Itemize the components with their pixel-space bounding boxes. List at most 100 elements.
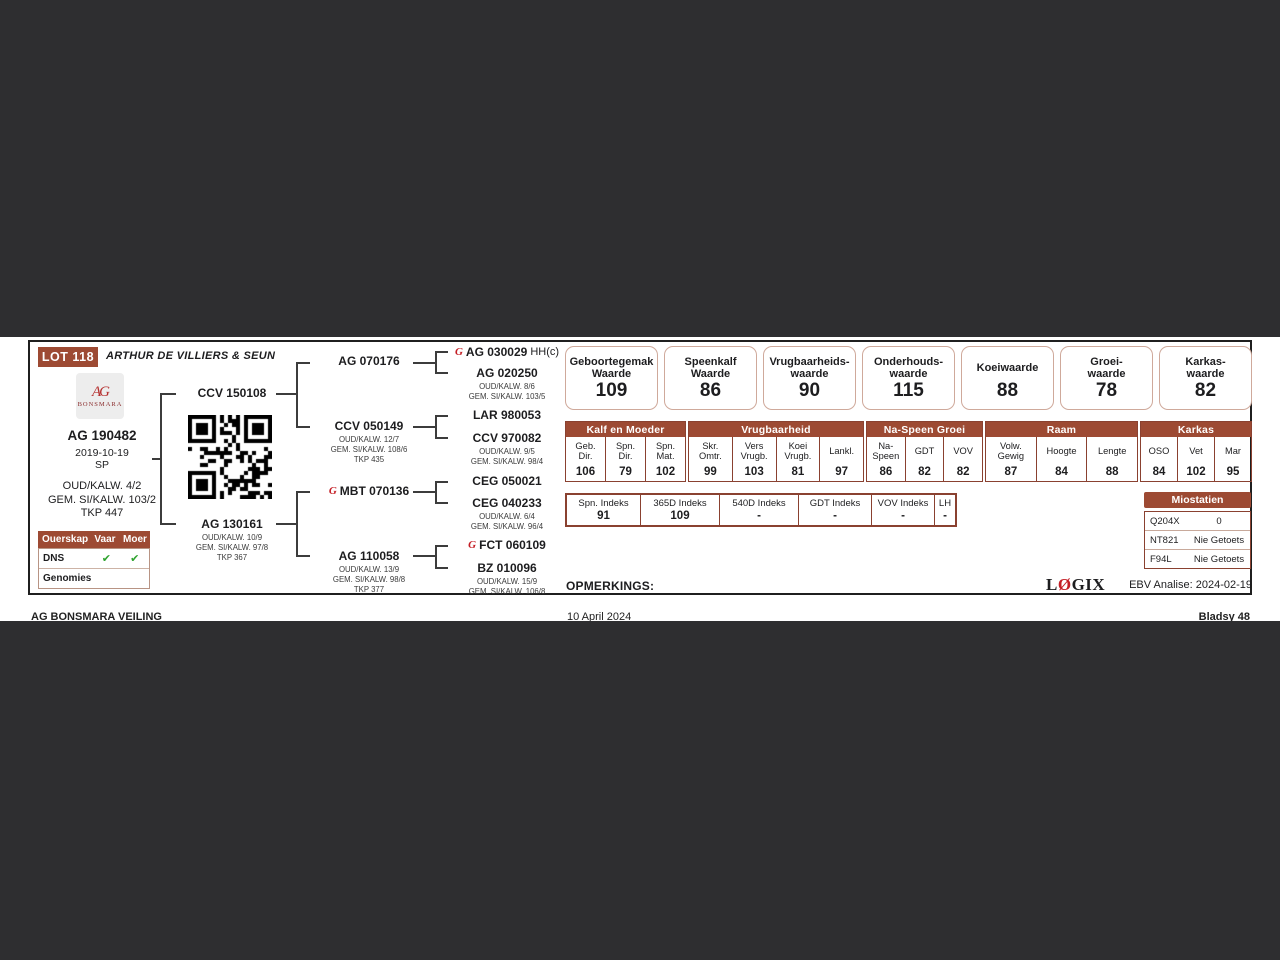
- trait-value: 87: [1004, 466, 1018, 478]
- trait-label: Hoogte: [1046, 446, 1077, 456]
- pedigree-id: CCV 970082: [472, 431, 542, 445]
- lot-card: LOT 118 ARTHUR DE VILLIERS & SEUN AG BON…: [28, 340, 1252, 596]
- pedigree-line: [160, 393, 162, 524]
- trait-value: 82: [918, 466, 931, 478]
- miostatien-code: F94L: [1150, 553, 1172, 565]
- viewer-bottom-bar: [0, 621, 1280, 960]
- trait-label: Spn.: [655, 441, 676, 451]
- animal-info: AG 190482 2019-10-19 SP OUD/KALW. 4/2 GE…: [32, 428, 172, 520]
- pedigree-line: [413, 426, 435, 428]
- pedigree-node: CEG 050021: [432, 475, 582, 488]
- ebv-value: 78: [1095, 379, 1118, 401]
- pedigree-sub: OUD/KALW. 15/9: [476, 577, 538, 586]
- trait-group-raam: Raam Volw. Gewig 87 Hoogte 84 Lengte 88: [985, 421, 1138, 482]
- trait-value: 86: [879, 466, 893, 478]
- trait-label: Speen: [872, 451, 900, 461]
- pedigree-node: CCV 970082 OUD/KALW. 9/5 GEM. SI/KALW. 9…: [432, 432, 582, 467]
- ebv-title-line: Speenkalf: [684, 355, 737, 368]
- pedigree-node: G MBT 070136: [298, 485, 440, 498]
- index-value: -: [757, 510, 761, 522]
- trait-group-header: Vrugbaarheid: [689, 422, 863, 437]
- pedigree-node: G FCT 060109: [432, 539, 582, 552]
- pedigree-node-dam: AG 130161 OUD/KALW. 10/9 GEM. SI/KALW. 9…: [162, 518, 302, 563]
- pedigree-node: CCV 050149 OUD/KALW. 12/7 GEM. SI/KALW. …: [298, 420, 440, 465]
- pedigree-line: [435, 437, 448, 439]
- pedigree-sub: TKP 367: [216, 553, 248, 562]
- trait-column: Volw. Gewig 87: [986, 437, 1036, 481]
- trait-group-kalf-en-moeder: Kalf en Moeder Geb. Dir. 106 Spn. Dir. 79 Sp…: [565, 421, 686, 482]
- ebv-box-karkas: Karkas-waarde 82: [1159, 346, 1252, 410]
- pedigree-line: [435, 372, 448, 374]
- pedigree-node: AG 110058 OUD/KALW. 13/9 GEM. SI/KALW. 9…: [298, 550, 440, 595]
- pedigree-line: [413, 491, 435, 493]
- pedigree-id: FCT 060109: [479, 538, 546, 552]
- footer-page-number: Bladsy 48: [1198, 611, 1250, 623]
- trait-value: 82: [956, 466, 970, 478]
- ebv-title-line: Waarde: [591, 367, 632, 380]
- trait-value: 95: [1226, 466, 1240, 478]
- trait-value: 84: [1152, 466, 1166, 478]
- index-cell: Spn. Indeks 91: [567, 495, 640, 525]
- trait-value: 81: [791, 466, 805, 478]
- miostatien-result: 0: [1216, 515, 1222, 527]
- animal-gemsikalw: GEM. SI/KALW. 103/2: [47, 493, 156, 506]
- pedigree-id: CCV 150108: [197, 386, 267, 400]
- ebv-title-line: Vrugbaarheids-: [769, 355, 850, 368]
- logix-o-icon: Ø: [1057, 575, 1072, 594]
- trait-value: 99: [703, 466, 717, 478]
- miostatien-panel: Miostatien Q204X 0 NT821 Nie Getoets F94L N…: [1144, 492, 1251, 569]
- trait-group-naspeen-groei: Na-Speen Groei Na- Speen 86 GDT 82 VOV 82: [866, 421, 983, 482]
- logo-monogram: AG: [92, 383, 110, 400]
- lot-badge: LOT 118: [38, 347, 98, 367]
- pedigree-id: AG 130161: [201, 517, 263, 531]
- ebv-value: 82: [1194, 379, 1217, 401]
- pedigree-id: AG 110058: [338, 549, 400, 563]
- index-cell: 365D Indeks 109: [640, 495, 719, 525]
- index-label: LH: [938, 498, 952, 509]
- index-value: -: [901, 510, 905, 522]
- parentage-header-moer: Moer: [123, 534, 147, 545]
- pedigree-sub: OUD/KALW. 8/6: [479, 382, 535, 391]
- index-value: -: [833, 510, 837, 522]
- ebv-box-speenkalf: Speenkalf Waarde 86: [664, 346, 757, 410]
- pedigree-line: [276, 523, 296, 525]
- animal-birthdate: 2019-10-19: [75, 447, 129, 459]
- trait-value: 84: [1055, 466, 1068, 478]
- trait-column: OSO 84: [1141, 437, 1177, 481]
- trait-group-header: Raam: [986, 422, 1137, 437]
- index-cell: LH -: [934, 495, 955, 525]
- pedigree-id: AG 020250: [476, 366, 538, 380]
- pedigree-line: [435, 481, 448, 483]
- pedigree-node: AG 070176: [298, 355, 440, 368]
- trait-group-header: Karkas: [1141, 422, 1251, 437]
- pedigree-sub: GEM. SI/KALW. 98/8: [332, 575, 406, 584]
- trait-label: Skr.: [702, 441, 719, 451]
- pedigree-id: LAR 980053: [472, 408, 542, 422]
- trait-group-karkas: Karkas OSO 84 Vet 102 Mar 95: [1140, 421, 1252, 482]
- ebv-title-line: Karkas-: [1185, 355, 1226, 368]
- ebv-title-line: Onderhouds-: [873, 355, 944, 368]
- pedigree-line: [435, 545, 437, 568]
- pedigree-node: LAR 980053: [432, 409, 582, 422]
- ebv-title-line: Groei-: [1090, 355, 1123, 368]
- animal-id: AG 190482: [67, 428, 137, 443]
- trait-column: Na- Speen 86: [867, 437, 905, 481]
- pedigree-line: [296, 491, 310, 493]
- trait-label: Vers: [744, 441, 764, 451]
- pedigree-line: [435, 502, 448, 504]
- pedigree-sub: OUD/KALW. 6/4: [479, 512, 535, 521]
- pedigree-id: CEG 040233: [472, 496, 542, 510]
- pedigree-line: [435, 415, 437, 438]
- footer-date: 10 April 2024: [567, 611, 632, 623]
- index-label: Spn. Indeks: [578, 498, 629, 509]
- ebv-box-onderhoud: Onderhouds-waarde 115: [862, 346, 955, 410]
- trait-label: Vrugb.: [740, 451, 768, 461]
- trait-label: Lengte: [1097, 446, 1127, 456]
- pedigree-line: [160, 523, 176, 525]
- pedigree-line: [152, 458, 160, 460]
- trait-column: Vers Vrugb. 103: [731, 437, 776, 481]
- trait-column: Spn. Dir. 79: [605, 437, 645, 481]
- ebv-title-line: waarde: [1186, 367, 1225, 380]
- pedigree-sub: GEM. SI/KALW. 106/8: [468, 587, 546, 596]
- pedigree-line: [435, 351, 437, 373]
